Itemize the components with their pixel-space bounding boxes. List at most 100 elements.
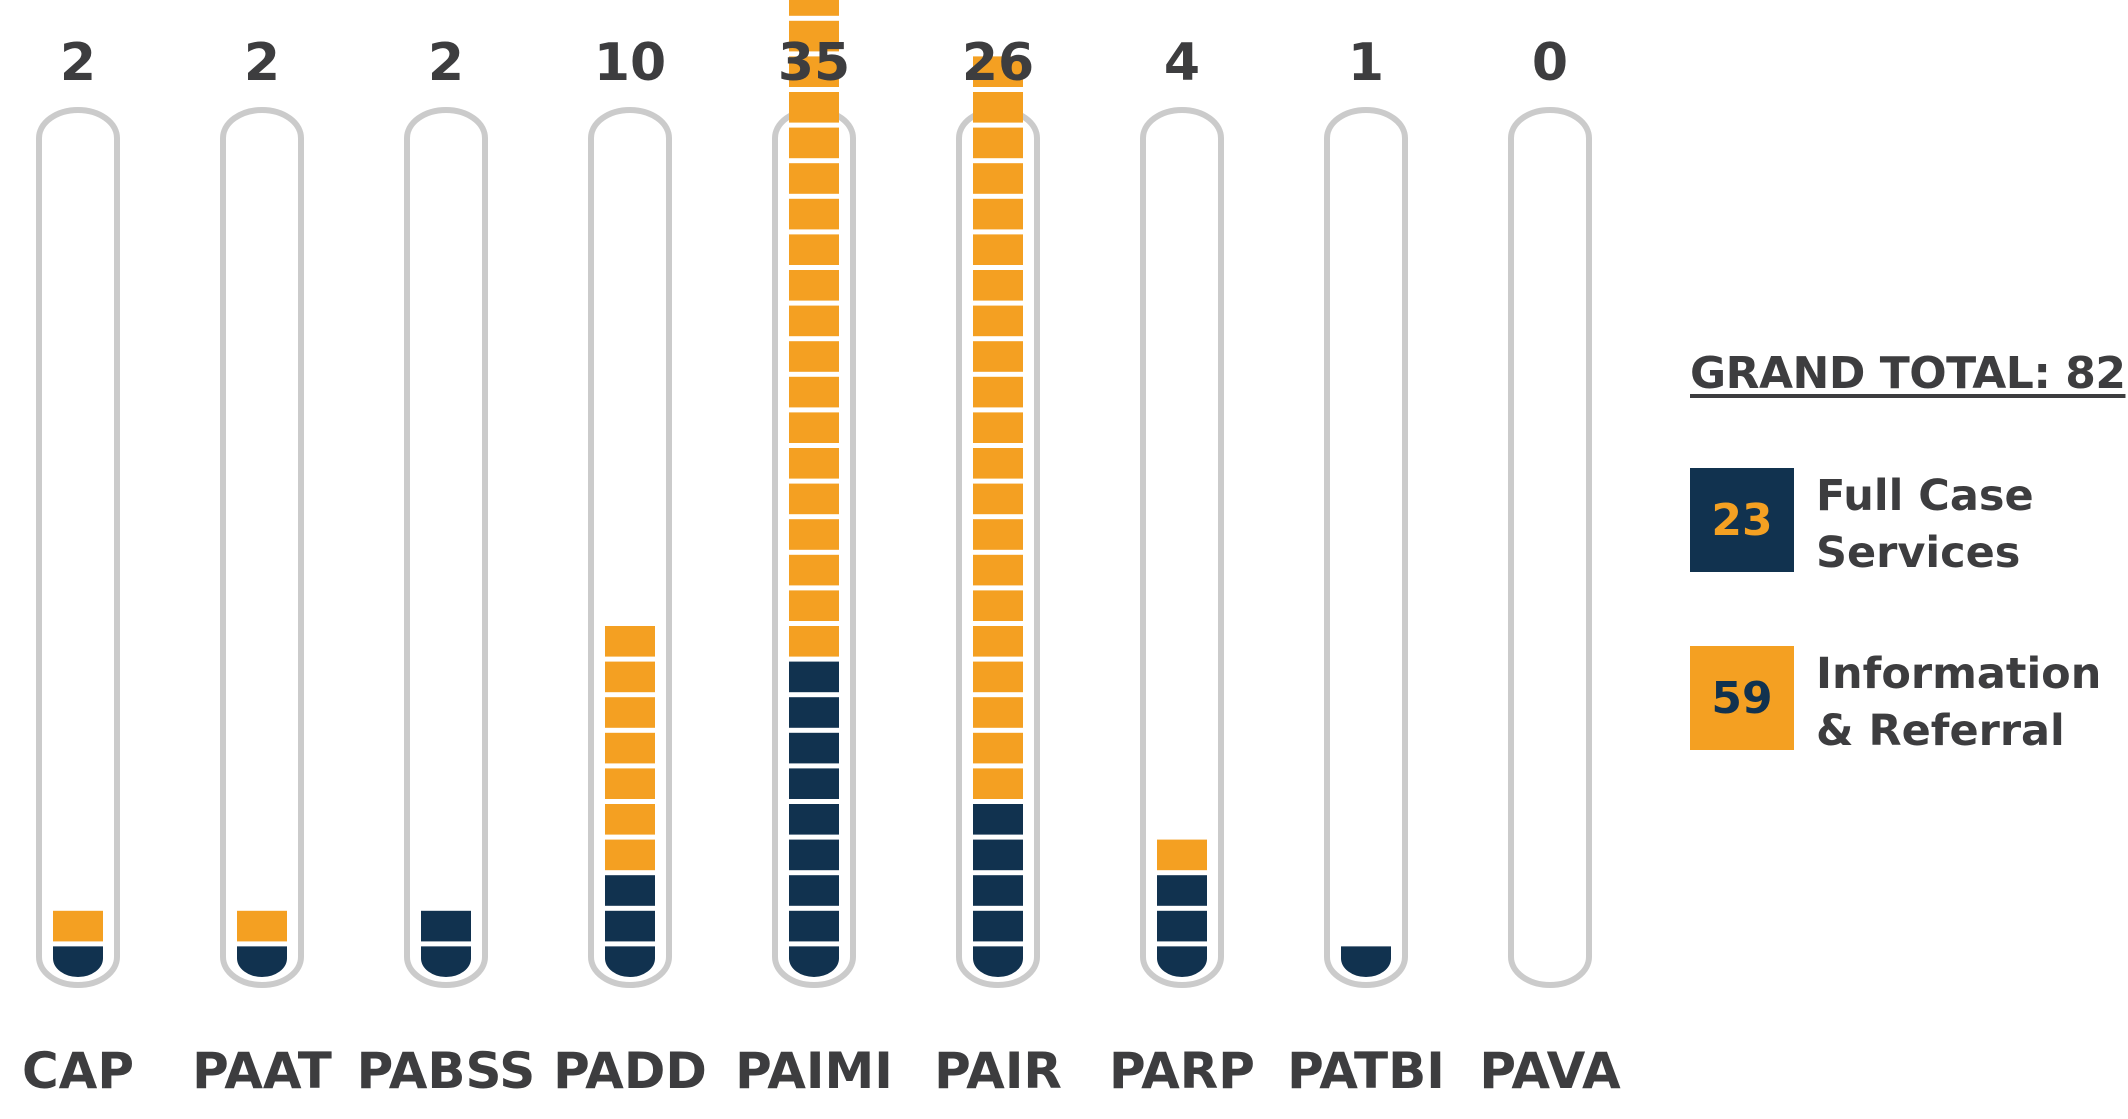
tube-outline — [36, 107, 120, 988]
bar-segment-info-referral — [973, 163, 1023, 194]
tube-group-cap: 2 CAP — [22, 33, 134, 1100]
bar-segment-info-referral — [973, 305, 1023, 337]
total-label: 10 — [594, 33, 666, 93]
bar-segment-info-referral — [973, 519, 1023, 550]
bar-segment-info-referral — [789, 341, 839, 372]
bar-segment-info-referral — [789, 163, 839, 194]
tube-group-pava: 0 PAVA — [1479, 33, 1621, 1100]
bar-segment-info-referral — [973, 483, 1023, 515]
bar-segment-info-referral — [789, 590, 839, 621]
tube-group-paat: 2 PAAT — [192, 33, 332, 1100]
category-label: PAIMI — [735, 1042, 893, 1100]
bar-segment-info-referral — [605, 732, 655, 764]
bar-segment-info-referral — [789, 448, 839, 479]
legend: GRAND TOTAL: 82 23 Full Case Services 59… — [1690, 348, 2126, 756]
category-label: PATBI — [1287, 1042, 1445, 1100]
bar-segment-full-case — [421, 946, 471, 977]
bar-segment-full-case — [789, 732, 839, 764]
bar-segment-info-referral — [789, 376, 839, 408]
tube-group-pair: 26 PAIR — [934, 33, 1062, 1100]
bar-segment-info-referral — [973, 198, 1023, 230]
total-label: 2 — [428, 33, 464, 93]
total-label: 35 — [778, 33, 850, 93]
bar-segment-info-referral — [973, 626, 1023, 657]
bar-segment-full-case — [789, 910, 839, 942]
bar-segment-info-referral — [789, 305, 839, 337]
category-label: PABSS — [357, 1042, 536, 1100]
bar-segment-info-referral — [973, 768, 1023, 799]
bar-segment-info-referral — [789, 56, 839, 87]
bar-segment-info-referral — [789, 626, 839, 657]
grand-total-label: GRAND TOTAL: 82 — [1690, 348, 2126, 399]
bar-segment-full-case — [605, 875, 655, 906]
bar-segment-info-referral — [973, 697, 1023, 728]
bar-segment-full-case — [973, 946, 1023, 977]
tube-group-patbi: 1 PATBI — [1287, 33, 1445, 1100]
total-label: 2 — [60, 33, 96, 93]
bar-segment-info-referral — [789, 20, 839, 52]
bar-segment-info-referral — [789, 92, 839, 123]
bar-segment-info-referral — [605, 697, 655, 728]
bar-segment-info-referral — [973, 234, 1023, 265]
bar-segment-full-case — [789, 839, 839, 871]
bar-segment-info-referral — [789, 234, 839, 265]
category-label: CAP — [22, 1042, 134, 1100]
category-label: PADD — [553, 1042, 707, 1100]
bar-segment-full-case — [973, 839, 1023, 871]
bar-segment-full-case — [605, 910, 655, 942]
bar-segment-info-referral — [789, 519, 839, 550]
bar-segment-info-referral — [973, 56, 1023, 87]
total-label: 26 — [962, 33, 1034, 93]
bar-segment-full-case — [421, 910, 471, 942]
bar-segment-full-case — [789, 946, 839, 977]
bar-segment-full-case — [53, 946, 103, 977]
bar-segment-info-referral — [973, 590, 1023, 621]
total-label: 2 — [244, 33, 280, 93]
legend-item-info-referral: 59 Information & Referral — [1690, 646, 2120, 756]
bar-segment-full-case — [789, 661, 839, 693]
bar-segment-info-referral — [789, 270, 839, 301]
bar-segment-info-referral — [973, 127, 1023, 159]
legend-swatch-full-case: 23 — [1690, 468, 1794, 572]
bar-segment-full-case — [605, 946, 655, 977]
bar-segment-info-referral — [1157, 839, 1207, 871]
bar-segment-full-case — [237, 946, 287, 977]
total-label: 1 — [1348, 33, 1384, 93]
bar-segment-info-referral — [789, 412, 839, 443]
bar-segment-info-referral — [605, 661, 655, 693]
bar-segment-full-case — [1341, 946, 1391, 977]
bar-segment-info-referral — [605, 626, 655, 657]
bar-segment-info-referral — [973, 92, 1023, 123]
bar-segment-info-referral — [973, 554, 1023, 586]
bar-segment-info-referral — [605, 768, 655, 799]
bar-segment-info-referral — [973, 341, 1023, 372]
legend-item-full-case: 23 Full Case Services — [1690, 468, 2120, 578]
bar-segment-info-referral — [973, 270, 1023, 301]
bar-segment-full-case — [1157, 946, 1207, 977]
bar-segment-info-referral — [53, 910, 103, 942]
tube-group-parp: 4 PARP — [1109, 33, 1255, 1100]
category-label: PAIR — [934, 1042, 1062, 1100]
bar-segment-info-referral — [789, 198, 839, 230]
tube-group-padd: 10 PADD — [553, 33, 707, 1100]
legend-label-full-case: Full Case Services — [1816, 468, 2034, 582]
category-label: PAVA — [1479, 1042, 1621, 1100]
bar-segment-full-case — [789, 804, 839, 835]
tube-group-pabss: 2 PABSS — [357, 33, 536, 1100]
tube-outline — [404, 107, 488, 988]
category-label: PARP — [1109, 1042, 1255, 1100]
bar-segment-info-referral — [605, 839, 655, 871]
bar-segment-full-case — [973, 875, 1023, 906]
tube-outline — [1324, 107, 1408, 988]
bar-segment-info-referral — [973, 661, 1023, 693]
bar-segment-info-referral — [789, 554, 839, 586]
bar-segment-info-referral — [789, 0, 839, 16]
bar-segment-info-referral — [973, 448, 1023, 479]
bar-segment-full-case — [789, 875, 839, 906]
tube-outline — [220, 107, 304, 988]
bar-segment-info-referral — [789, 127, 839, 159]
bar-segment-info-referral — [789, 483, 839, 515]
total-label: 4 — [1164, 33, 1200, 93]
legend-label-info-referral-line2: & Referral — [1816, 706, 2065, 756]
